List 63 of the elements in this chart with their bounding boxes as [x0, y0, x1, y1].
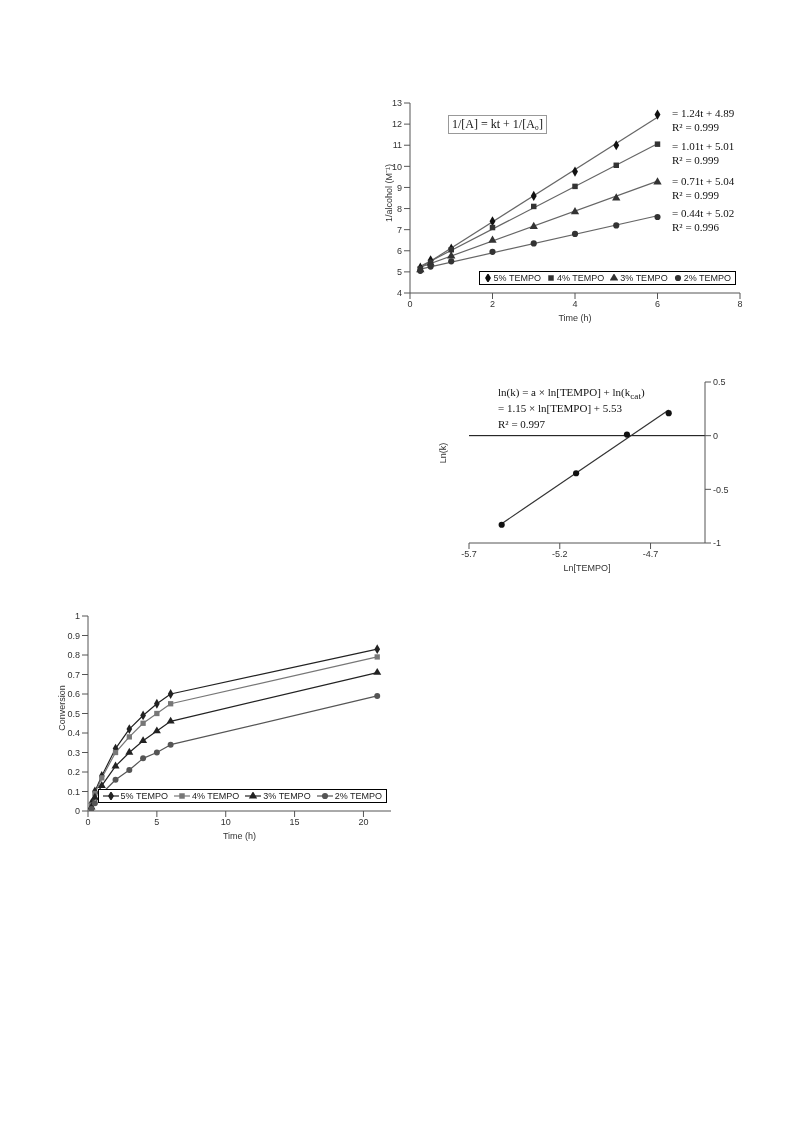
annotation: R² = 0.997	[498, 418, 546, 430]
annotation: R² = 0.996	[672, 221, 720, 233]
annotation: ln(k) = a × ln[TEMPO] + ln(k$_{cat}$)	[498, 386, 645, 402]
y-tick-label: 0.4	[67, 728, 80, 739]
y-tick-label: -1	[713, 538, 722, 549]
x-tick-label: 0	[85, 817, 91, 828]
x-tick-label: -5.2	[552, 549, 568, 560]
y-tick-label: 0.7	[67, 669, 80, 680]
y-tick-label: 5	[396, 267, 402, 278]
y-tick-label: 1	[74, 611, 80, 622]
x-axis-title: Time (h)	[558, 313, 592, 323]
annotation: R² = 0.999	[672, 189, 720, 201]
x-tick-label: 4	[572, 299, 578, 310]
annotation: = 0.44t + 5.02	[672, 207, 735, 219]
annotation: R² = 0.999	[672, 154, 720, 166]
x-axis-title: Ln[TEMPO]	[563, 563, 611, 573]
annotation: = 1.24t + 4.89	[672, 107, 735, 119]
y-tick-label: 0.3	[67, 747, 80, 758]
legend-label: 2% TEMPO	[334, 790, 382, 802]
y-tick-label: 0.5	[67, 708, 80, 719]
annotation: = 1.15 × ln[TEMPO] + 5.53	[498, 402, 623, 414]
x-tick-label: 8	[737, 299, 743, 310]
x-tick-label: 0	[407, 299, 413, 310]
y-tick-label: 0.9	[67, 630, 80, 641]
legend-label: 4% TEMPO	[191, 790, 240, 802]
legend-label: 5% TEMPO	[493, 272, 541, 284]
x-tick-label: -4.7	[642, 549, 659, 560]
annotation: = 1.01t + 5.01	[672, 140, 735, 152]
y-tick-label: 12	[391, 119, 402, 130]
x-tick-label: 15	[289, 817, 300, 828]
x-axis-title: Time (h)	[222, 831, 257, 841]
y-tick-label: 7	[396, 224, 402, 235]
y-tick-label: 8	[396, 203, 402, 214]
x-tick-label: 5	[154, 817, 160, 828]
y-tick-label: 0.5	[713, 377, 726, 388]
legend-label: 3% TEMPO	[263, 790, 311, 802]
y-tick-label: 4	[396, 288, 402, 299]
legend-label: 3% TEMPO	[620, 272, 668, 284]
x-tick-label: 20	[358, 817, 369, 828]
y-tick-label: 0.8	[67, 650, 80, 661]
x-tick-label: 10	[220, 817, 231, 828]
y-tick-label: 13	[391, 98, 402, 109]
y-tick-label: 0.1	[67, 786, 80, 797]
y-tick-label: 0.2	[67, 767, 80, 778]
y-tick-label: 0	[713, 430, 719, 441]
y-tick-label: -0.5	[713, 484, 729, 495]
y-axis-title: Conversion	[57, 685, 67, 731]
y-tick-label: 11	[392, 140, 402, 151]
y-axis-title: Ln(k)	[438, 442, 448, 464]
y-tick-label: 6	[396, 245, 402, 256]
y-tick-label: 0	[74, 806, 80, 817]
annotation: 1/[A] = kt + 1/[A₀]	[448, 115, 548, 134]
legend-label: 4% TEMPO	[556, 272, 605, 284]
y-tick-label: 10	[391, 161, 402, 172]
legend-label: 5% TEMPO	[120, 790, 168, 802]
annotation: R² = 0.999	[672, 121, 720, 133]
annotation: = 0.71t + 5.04	[672, 175, 735, 187]
y-tick-label: 9	[396, 182, 402, 193]
x-tick-label: 6	[654, 299, 661, 310]
legend-label: 2% TEMPO	[683, 272, 731, 284]
x-tick-label: -5.7	[461, 549, 477, 560]
y-tick-label: 0.6	[67, 689, 80, 700]
x-tick-label: 2	[489, 299, 496, 310]
